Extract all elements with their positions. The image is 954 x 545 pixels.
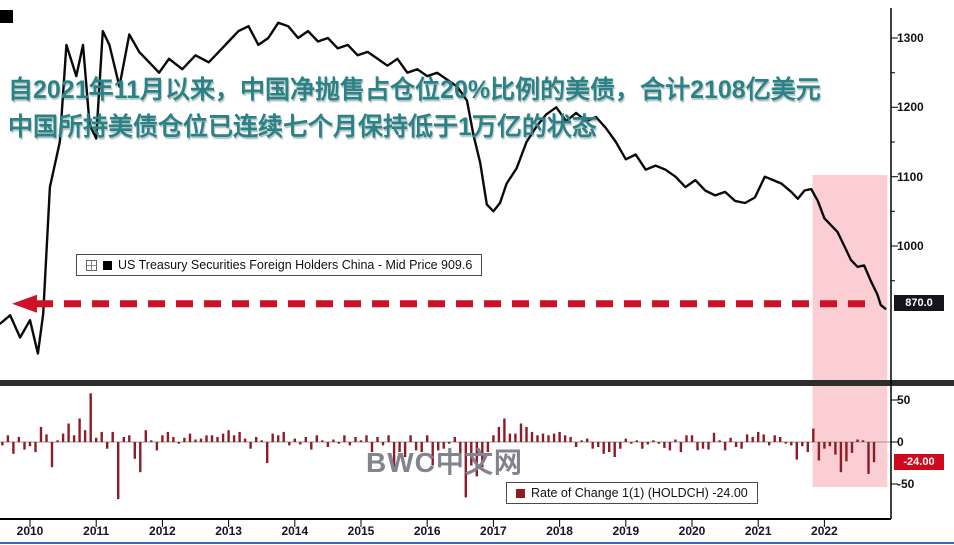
x-tick-label: 2021: [744, 524, 772, 538]
x-tick-label: 2015: [347, 524, 375, 538]
x-tick-label: 2012: [149, 524, 176, 538]
x-tick-label: 2018: [546, 524, 573, 538]
annotation-line-2: 中国所持美债仓位已连续七个月保持低于1万亿的状态: [8, 113, 597, 141]
roc-y-tick-label: -50: [897, 477, 915, 491]
x-tick-label: 2017: [480, 524, 507, 538]
x-tick-label: 2014: [281, 524, 309, 538]
price-series-label: US Treasury Securities Foreign Holders C…: [118, 258, 473, 272]
price-y-tick-label: 1300: [897, 31, 924, 45]
price-y-tick-label: 1200: [897, 100, 924, 115]
x-tick-label: 2020: [678, 524, 706, 538]
price-y-tick-label: 1100: [897, 169, 924, 184]
grid-icon: [86, 259, 97, 271]
x-tick-label: 2011: [83, 524, 110, 538]
price-series-legend[interactable]: US Treasury Securities Foreign Holders C…: [76, 254, 483, 276]
roc-y-tick-label: 50: [897, 393, 911, 407]
price-series-marker-icon: [103, 260, 112, 270]
x-tick-label: 2013: [215, 524, 242, 538]
price-axis-badge: 870.0: [894, 295, 944, 311]
watermark: BWC中文网: [366, 447, 523, 478]
x-tick-label: 2016: [413, 524, 441, 538]
roc-series-label: Rate of Change 1(1) (HOLDCH) -24.00: [531, 486, 748, 500]
roc-y-tick-label: 0: [897, 435, 904, 449]
roc-series-marker-icon: [516, 488, 525, 498]
annotation-line-1: 自2021年11月以来，中国净抛售占仓位20%比例的美债，合计2108亿美元: [8, 76, 821, 104]
x-tick-label: 2022: [811, 524, 838, 538]
price-y-tick-label: 1000: [897, 238, 924, 253]
roc-series-legend[interactable]: Rate of Change 1(1) (HOLDCH) -24.00: [506, 482, 758, 504]
roc-axis-badge: -24.00: [894, 454, 944, 470]
x-tick-label: 2019: [612, 524, 640, 538]
annotation-text: 自2021年11月以来，中国净抛售占仓位20%比例的美债，合计2108亿美元 中…: [8, 72, 821, 146]
x-tick-label: 2010: [16, 524, 44, 538]
